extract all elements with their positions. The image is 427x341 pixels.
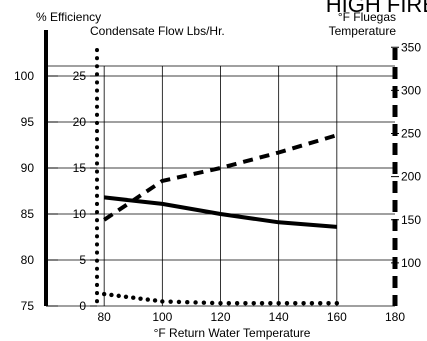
- grid-lines: [46, 65, 395, 307]
- condensate-series-dot: [251, 301, 256, 306]
- condensate-series-dot: [116, 293, 121, 299]
- condensate-tick-label: 5: [79, 253, 86, 267]
- condensate-series-dot: [160, 299, 165, 304]
- x-ticks: 80 100 120 140 160 180: [97, 310, 405, 324]
- condensate-series-dot: [145, 297, 150, 302]
- condensate-tick-label: 20: [73, 115, 87, 129]
- condensate-series-dot: [259, 301, 265, 306]
- efficiency-tick-label: 75: [21, 299, 35, 313]
- condensate-series-dot: [131, 295, 136, 300]
- fluegas-tick-label: 100: [401, 256, 421, 270]
- efficiency-series-line: [103, 195, 337, 229]
- condensate-series-dot: [201, 300, 207, 305]
- condensate-series-dot: [226, 301, 232, 306]
- efficiency-tick-label: 90: [21, 161, 35, 175]
- x-tick-label: 140: [269, 310, 289, 324]
- fluegas-ticks: 100 150 200 250 300 350: [391, 40, 421, 270]
- condensate-series-dot: [276, 301, 281, 306]
- condensate-series-dot: [243, 301, 248, 306]
- fluegas-axis-label-line2: Temperature: [329, 24, 397, 38]
- condensate-tick-label: 15: [73, 161, 87, 175]
- fluegas-series-line: [103, 133, 338, 222]
- efficiency-axis-label: % Efficiency: [36, 10, 101, 24]
- condensate-series-dot: [268, 301, 273, 306]
- condensate-series-dot: [109, 292, 114, 298]
- chart-title: HIGH FIRE: [326, 0, 427, 17]
- condensate-series-dot: [293, 301, 298, 306]
- x-tick-label: 120: [210, 310, 230, 324]
- x-tick-label: 180: [385, 310, 405, 324]
- condensate-series-dot: [176, 299, 182, 305]
- efficiency-tick-label: 85: [21, 207, 35, 221]
- condensate-series-dot: [152, 298, 158, 303]
- fluegas-tick-label: 150: [401, 213, 421, 227]
- fluegas-tick-label: 300: [401, 83, 421, 97]
- condensate-series-dot: [318, 301, 323, 306]
- efficiency-ticks: 75 80 85 90 95 100: [14, 69, 58, 313]
- fluegas-axis-label-line1: °F Fluegas: [338, 10, 396, 24]
- condensate-series-dot: [284, 301, 290, 306]
- x-tick-label: 80: [97, 310, 111, 324]
- condensate-series-dot: [138, 296, 143, 301]
- efficiency-tick-label: 100: [14, 69, 34, 83]
- condensate-series-dot: [185, 299, 190, 305]
- x-tick-label: 100: [152, 310, 172, 324]
- condensate-series-dot: [309, 301, 315, 306]
- condensate-series-dot: [234, 301, 240, 306]
- x-axis-label: °F Return Water Temperature: [154, 326, 311, 340]
- condensate-series-dot: [301, 301, 306, 306]
- condensate-series-dot: [123, 294, 129, 299]
- condensate-tick-label: 0: [79, 299, 86, 313]
- condensate-tick-label: 25: [73, 69, 87, 83]
- condensate-ticks: 0 5 10 15 20 25: [73, 69, 97, 313]
- condensate-axis-label: Condensate Flow Lbs/Hr.: [90, 24, 225, 38]
- condensate-tick-label: 10: [73, 207, 87, 221]
- condensate-series-dot: [168, 299, 173, 304]
- fluegas-tick-label: 250: [401, 127, 421, 141]
- condensate-series-dot: [209, 300, 215, 306]
- efficiency-tick-label: 95: [21, 115, 35, 129]
- series-layer: [101, 133, 340, 306]
- efficiency-tick-label: 80: [21, 253, 35, 267]
- condensate-series-dot: [326, 301, 331, 306]
- condensate-series-dot: [193, 300, 198, 305]
- fluegas-tick-label: 200: [401, 170, 421, 184]
- fluegas-tick-label: 350: [401, 40, 421, 54]
- condensate-series-dot: [101, 291, 107, 297]
- condensate-series-dot: [218, 301, 223, 306]
- condensate-series-dot: [334, 301, 340, 306]
- x-tick-label: 160: [327, 310, 347, 324]
